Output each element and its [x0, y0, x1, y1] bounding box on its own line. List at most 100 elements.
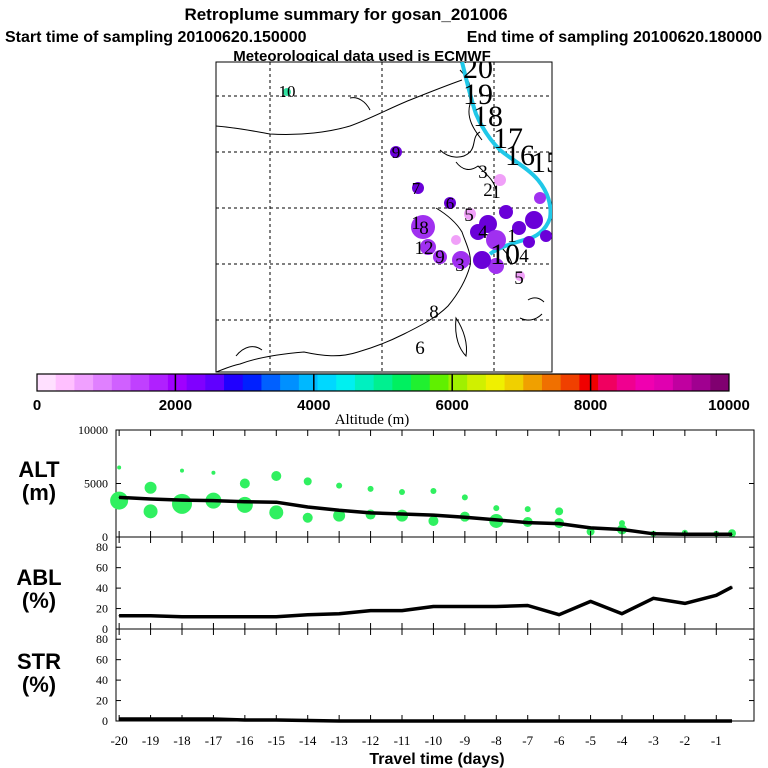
alt-dot — [399, 489, 405, 496]
trajectory-day-label: 7 — [412, 179, 421, 198]
alt-point — [731, 533, 733, 535]
y-tick-label: 0 — [102, 714, 108, 728]
str-point — [731, 720, 733, 722]
alt-dot — [110, 491, 129, 510]
y-tick-label: 20 — [96, 694, 108, 708]
map-dot — [494, 174, 506, 186]
abl-point — [275, 616, 277, 618]
colorbar-cell — [167, 374, 188, 391]
alt-point — [432, 514, 435, 516]
alt-dot — [303, 477, 312, 486]
trajectory-day-label: 8 — [419, 218, 429, 239]
x-tick-label: -3 — [648, 733, 659, 748]
colorbar-cell — [710, 374, 730, 391]
trajectory-day-label: 4 — [478, 222, 488, 243]
alt-dot — [367, 485, 374, 492]
abl-point — [212, 616, 215, 618]
x-tick-label: -12 — [362, 733, 379, 748]
colorbar-frame — [36, 373, 730, 392]
colorbar-cell — [186, 374, 206, 391]
str-label: STR — [17, 649, 61, 674]
alt-point — [149, 498, 152, 500]
alt-dot — [555, 507, 564, 516]
colorbar-cell — [523, 374, 543, 391]
abl-point — [464, 605, 466, 608]
map-dot — [283, 88, 291, 96]
met-data-label: Meteorological data used is ECMWF — [233, 48, 491, 65]
x-tick-label: -17 — [205, 733, 223, 748]
trajectory-day-label: 6 — [415, 338, 425, 359]
map-dot — [488, 258, 504, 274]
map-dot — [444, 197, 456, 209]
y-tick-label: 40 — [96, 673, 108, 687]
alt-point — [369, 512, 372, 514]
trajectory-day-label: 5 — [514, 268, 524, 289]
y-tick-label: 0 — [102, 530, 108, 544]
alt-dot — [524, 506, 531, 513]
x-tick-label: -4 — [617, 733, 628, 748]
colorbar-cell — [149, 374, 169, 391]
colorbar-cell — [111, 374, 131, 391]
colorbar-cell — [411, 374, 431, 391]
alt-dot — [302, 512, 313, 523]
map-dot — [515, 271, 525, 281]
x-tick-label: -19 — [142, 733, 159, 748]
map-dot — [534, 192, 546, 204]
trajectory-day-label: 16 — [505, 139, 535, 172]
trajectory-day-label: 3 — [455, 255, 465, 276]
abl-point — [527, 604, 529, 607]
colorbar-cell — [93, 374, 113, 391]
trajectory-day-label: 8 — [429, 302, 439, 323]
y-tick-label: 5000 — [84, 477, 108, 491]
colorbar-cell — [485, 374, 505, 391]
colorbar-cell — [130, 374, 150, 391]
abl-point — [558, 614, 560, 616]
abl-point — [621, 613, 623, 615]
alt-point — [118, 496, 120, 499]
trajectory-day-label: 18 — [473, 100, 503, 133]
alt-dot — [493, 505, 500, 512]
abl-point — [589, 600, 592, 603]
alt-point — [464, 516, 466, 518]
x-tick-label: -15 — [268, 733, 285, 748]
colorbar-cell — [504, 374, 524, 391]
colorbar-cell — [672, 374, 692, 391]
trajectory-day-label: 19 — [463, 78, 493, 111]
alt-dot-group — [110, 465, 736, 538]
abl-point — [401, 610, 403, 612]
x-tick-label: -20 — [110, 733, 127, 748]
colorbar-tick-label: 2000 — [159, 397, 192, 414]
str-frame — [115, 628, 755, 722]
colorbar-cell — [37, 374, 57, 391]
alt-unit: (m) — [22, 480, 56, 505]
colorbar-cell — [317, 374, 337, 391]
x-tick-label: -13 — [330, 733, 347, 748]
alt-dot — [269, 505, 284, 520]
start-time-label: Start time of sampling 20100620.150000 — [5, 29, 307, 46]
x-tick-label: -9 — [459, 733, 470, 748]
colorbar-cell — [224, 374, 244, 391]
colorbar-tick-label: 10000 — [708, 397, 750, 414]
alt-dot — [271, 471, 282, 482]
map-dot — [452, 251, 470, 269]
y-tick-label: 20 — [96, 602, 108, 616]
x-tick-label: -11 — [394, 733, 411, 748]
colorbar-cell — [654, 374, 674, 391]
colorbar-tick-label: 8000 — [574, 397, 607, 414]
colorbar-cell — [55, 374, 75, 391]
alt-point — [338, 509, 340, 511]
map-dot — [420, 239, 436, 255]
map-dot — [525, 211, 543, 229]
abl-point — [731, 586, 733, 588]
alt-dot — [236, 496, 253, 513]
y-tick-label: 80 — [96, 632, 108, 646]
map-dot — [412, 182, 424, 194]
colorbar-title: Altitude (m) — [335, 412, 410, 428]
colorbar-cell — [467, 374, 487, 391]
figure-title: Retroplume summary for gosan_201006 — [184, 5, 507, 24]
colorbar-cell — [448, 374, 468, 391]
map-dot — [512, 221, 526, 235]
colorbar-cell — [205, 374, 225, 391]
colorbar-cell — [691, 374, 711, 391]
colorbar-cell — [635, 374, 655, 391]
